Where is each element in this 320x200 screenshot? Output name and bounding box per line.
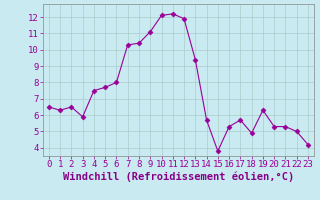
X-axis label: Windchill (Refroidissement éolien,°C): Windchill (Refroidissement éolien,°C) — [63, 172, 294, 182]
